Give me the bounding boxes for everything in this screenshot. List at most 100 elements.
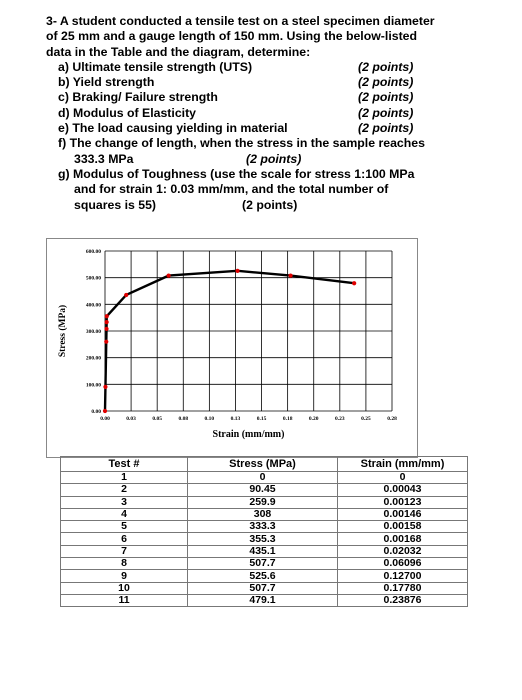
cell-test-number: 5 [60, 520, 188, 534]
item-a: a) Ultimate tensile strength (UTS) (2 po… [46, 60, 506, 75]
y-tick-label: 300.00 [86, 329, 101, 335]
item-c-points: (2 points) [358, 90, 414, 105]
item-c: c) Braking/ Failure strength (2 points) [46, 90, 506, 105]
x-tick-label: 0.28 [387, 416, 397, 422]
question-line-1: 3- A student conducted a tensile test on… [46, 14, 435, 28]
data-point [166, 273, 171, 278]
item-b: b) Yield strength (2 points) [46, 75, 506, 90]
cell-strain: 0.12700 [337, 569, 468, 583]
item-e-points: (2 points) [358, 121, 414, 136]
cell-stress: 507.7 [187, 557, 338, 571]
x-tick-label: 0.20 [309, 416, 319, 422]
cell-test-number: 2 [60, 483, 188, 497]
item-c-text: c) Braking/ Failure strength [58, 90, 218, 105]
cell-test-number: 3 [60, 495, 188, 509]
cell-strain: 0.00123 [337, 495, 468, 509]
header-strain: Strain (mm/mm) [337, 456, 468, 472]
y-tick-label: 0.00 [91, 409, 101, 415]
item-e: e) The load causing yielding in material… [46, 121, 506, 136]
y-tick-label: 400.00 [86, 302, 101, 308]
cell-stress: 308 [187, 507, 338, 522]
y-tick-label: 600.00 [86, 249, 101, 255]
cell-test-number: 6 [60, 532, 188, 546]
table-row: 10 507.7 0.17780 [60, 581, 468, 595]
cell-strain: 0 [337, 470, 468, 485]
item-b-text: b) Yield strength [58, 75, 155, 90]
question-line-2: of 25 mm and a gauge length of 150 mm. U… [46, 29, 418, 44]
item-g-line-3: squares is 55) (2 points) [46, 198, 506, 213]
x-tick-label: 0.05 [152, 416, 162, 422]
item-a-points: (2 points) [358, 59, 414, 74]
header-test-number: Test # [60, 456, 188, 472]
cell-strain: 0.23876 [337, 593, 468, 608]
data-point [104, 320, 109, 325]
item-f-points: (2 points) [246, 151, 302, 166]
table-row: 4 308 0.00146 [60, 507, 468, 522]
item-d-points: (2 points) [358, 105, 414, 120]
y-tick-label: 500.00 [86, 276, 101, 282]
chart-svg: 0.00 100.00 200.00 300.00 400.00 500.00 600.00… [57, 249, 397, 440]
item-g-line-2: and for strain 1: 0.03 mm/mm, and the to… [74, 182, 389, 197]
table-row: 8 507.7 0.06096 [60, 557, 468, 571]
x-tick-label: 0.15 [257, 416, 267, 422]
table-row: 11 479.1 0.23876 [60, 593, 468, 608]
cell-strain: 0.00168 [337, 532, 468, 546]
cell-test-number: 11 [60, 593, 188, 608]
cell-strain: 0.17780 [337, 581, 468, 595]
table-header-row: Test # Stress (MPa) Strain (mm/mm) [60, 456, 468, 472]
header-stress: Stress (MPa) [187, 456, 338, 472]
cell-test-number: 4 [60, 507, 188, 522]
item-d: d) Modulus of Elasticity (2 points) [46, 106, 506, 121]
question-line-3: data in the Table and the diagram, deter… [46, 44, 311, 59]
y-tick-label: 200.00 [86, 356, 101, 362]
data-point [102, 408, 108, 414]
cell-strain: 0.00158 [337, 520, 468, 534]
cell-stress: 259.9 [187, 495, 338, 509]
question-text: 3- A student conducted a tensile test on… [46, 14, 506, 213]
x-tick-label: 0.25 [361, 416, 371, 422]
x-tick-label: 0.03 [126, 416, 136, 422]
table-row: 6 355.3 0.00168 [60, 532, 468, 546]
data-point [103, 384, 108, 389]
x-tick-label: 0.10 [205, 416, 215, 422]
cell-test-number: 9 [60, 569, 188, 583]
cell-stress: 479.1 [187, 593, 338, 608]
x-tick-label: 0.13 [231, 416, 241, 422]
cell-test-number: 10 [60, 581, 188, 595]
series-line [103, 269, 355, 412]
cell-stress: 435.1 [187, 544, 338, 559]
cell-strain: 0.00146 [337, 507, 468, 522]
item-g-points: (2 points) [242, 197, 298, 212]
item-g-text: squares is 55) [74, 197, 157, 212]
cell-stress: 0 [187, 470, 338, 485]
cell-stress: 355.3 [187, 532, 338, 546]
table-row: 5 333.3 0.00158 [60, 520, 468, 534]
x-tick-label: 0.23 [335, 416, 345, 422]
cell-strain: 0.02032 [337, 544, 468, 559]
item-f-line-1: f) The change of length, when the stress… [58, 136, 425, 151]
data-point [352, 281, 357, 286]
cell-test-number: 1 [60, 470, 188, 485]
cell-stress: 333.3 [187, 520, 338, 534]
cell-stress: 90.45 [187, 483, 338, 497]
item-b-points: (2 points) [358, 75, 414, 90]
cell-strain: 0.06096 [337, 557, 468, 571]
y-axis-label: Stress (MPa) [57, 305, 68, 357]
table-row: 3 259.9 0.00123 [60, 495, 468, 509]
x-tick-label: 0.00 [100, 416, 110, 422]
table-body: 1 0 0 2 90.45 0.00043 3 259.9 0.00123 4 308 0.00146… [60, 470, 468, 608]
item-a-text: a) Ultimate tensile strength (UTS) [58, 59, 253, 74]
cell-stress: 525.6 [187, 569, 338, 583]
data-point [235, 268, 240, 273]
data-point [288, 273, 293, 278]
x-axis-label: Strain (mm/mm) [213, 429, 285, 440]
data-point [124, 292, 129, 298]
data-point [104, 314, 109, 319]
table-row: 9 525.6 0.12700 [60, 569, 468, 583]
data-point [104, 339, 109, 344]
item-f-line-2: 333.3 MPa (2 points) [46, 152, 506, 167]
table-row: 2 90.45 0.00043 [60, 483, 468, 497]
cell-strain: 0.00043 [337, 483, 468, 497]
